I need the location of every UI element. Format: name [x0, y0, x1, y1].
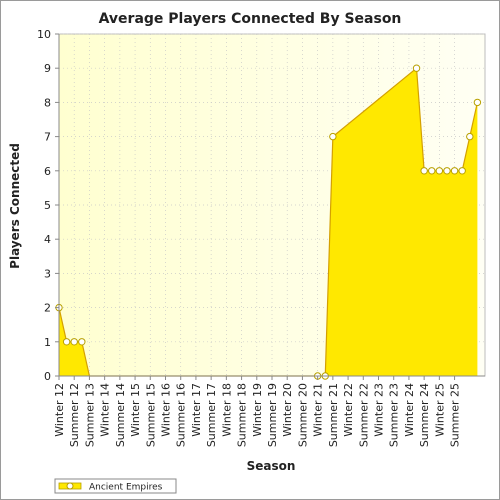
- chart-title: Average Players Connected By Season: [99, 11, 402, 27]
- y-axis-title: Players Connected: [8, 143, 22, 269]
- y-tick-label: 8: [44, 96, 51, 109]
- x-axis-title: Season: [247, 459, 296, 473]
- y-tick-label: 0: [44, 370, 51, 383]
- x-tick-label: Summer 14: [114, 383, 127, 447]
- x-tick-label: Winter 22: [342, 383, 355, 437]
- data-point: [62, 338, 71, 346]
- data-point: [78, 338, 86, 346]
- x-tick-label: Summer 24: [418, 383, 431, 447]
- y-tick-label: 9: [44, 62, 51, 75]
- legend-box: [54, 478, 177, 494]
- y-tick-label: 2: [44, 302, 51, 315]
- x-tick-label: Winter 25: [433, 383, 446, 437]
- data-point: [412, 64, 421, 72]
- x-tick-label: Summer 17: [205, 383, 218, 447]
- data-point: [70, 338, 78, 346]
- y-tick-label: 10: [37, 28, 51, 41]
- data-point: [329, 132, 337, 141]
- data-point: [428, 167, 436, 175]
- x-tick-label: Winter 15: [129, 383, 142, 437]
- y-tick-label: 3: [44, 267, 51, 280]
- data-point: [458, 167, 466, 175]
- x-tick-label: Winter 20: [281, 383, 294, 437]
- x-tick-label: Summer 22: [357, 383, 370, 447]
- x-tick-label: Winter 17: [190, 383, 203, 437]
- x-tick-label: Summer 23: [388, 383, 401, 447]
- data-point: [473, 98, 482, 107]
- data-point: [420, 167, 428, 175]
- y-tick-label: 1: [44, 336, 51, 349]
- x-tick-label: Winter 14: [99, 383, 112, 437]
- data-point: [450, 167, 459, 175]
- x-tick-label: Winter 16: [160, 383, 173, 437]
- x-tick-label: Winter 19: [251, 383, 264, 437]
- x-tick-label: Winter 24: [403, 383, 416, 437]
- x-tick-label: Summer 15: [144, 383, 157, 447]
- x-tick-label: Summer 19: [266, 383, 279, 447]
- y-tick-label: 6: [44, 165, 51, 178]
- x-tick-label: Summer 25: [449, 383, 462, 447]
- x-tick-label: Winter 18: [220, 383, 233, 437]
- x-tick-label: Winter 12: [53, 383, 66, 437]
- y-tick-label: 5: [44, 199, 51, 212]
- series-area: [59, 68, 478, 376]
- x-tick-label: Summer 13: [83, 383, 96, 447]
- data-point: [466, 132, 474, 141]
- data-point: [443, 167, 451, 175]
- y-tick-label: 4: [44, 233, 51, 246]
- legend-marker: [66, 482, 74, 490]
- x-tick-label: Summer 18: [236, 383, 249, 447]
- x-tick-label: Summer 21: [327, 383, 340, 447]
- x-tick-label: Summer 20: [296, 383, 309, 447]
- y-tick-label: 7: [44, 131, 51, 144]
- legend-label: Ancient Empires: [89, 483, 163, 493]
- data-point: [435, 167, 444, 175]
- x-tick-label: Summer 12: [68, 383, 81, 447]
- x-tick-label: Winter 23: [373, 383, 386, 437]
- x-tick-label: Winter 21: [312, 383, 325, 437]
- x-tick-label: Summer 16: [175, 383, 188, 447]
